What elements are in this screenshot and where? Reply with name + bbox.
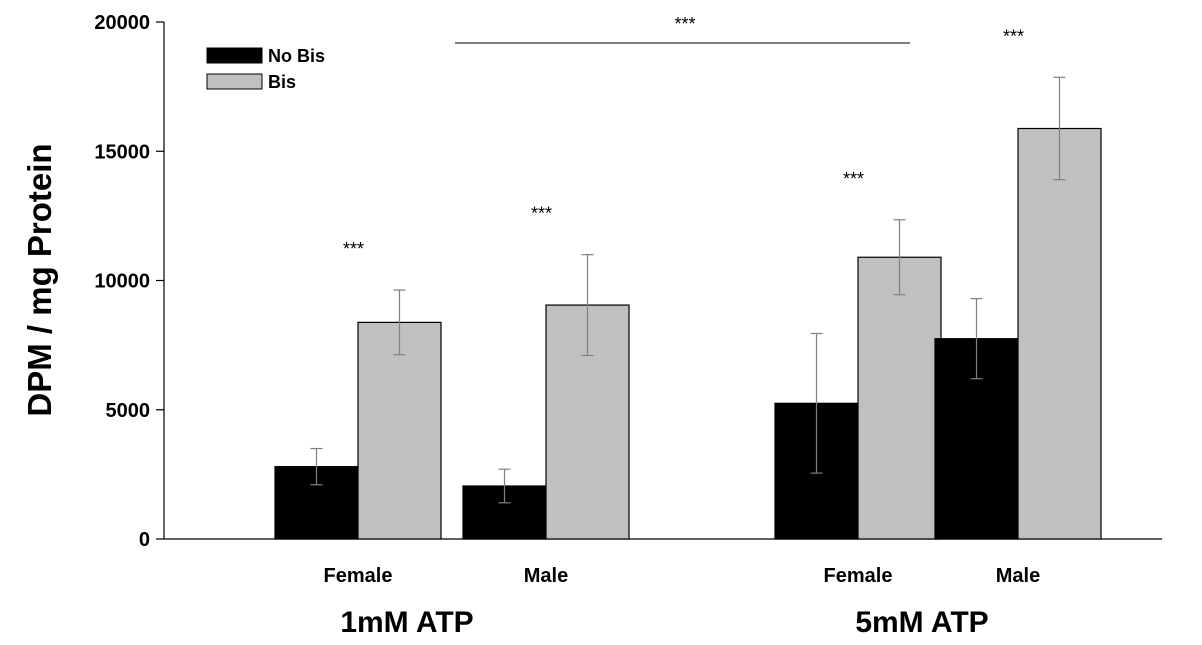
annotations: *** *** *** *** xyxy=(343,26,1024,259)
bar-annotation: *** xyxy=(843,169,864,189)
bar-annotation: *** xyxy=(531,204,552,224)
legend: No Bis Bis xyxy=(206,46,325,92)
significance-bracket: *** xyxy=(455,14,910,44)
y-tick-label: 10000 xyxy=(94,271,150,293)
bar-bis xyxy=(357,321,442,540)
y-tick-label: 5000 xyxy=(106,400,151,422)
legend-label: Bis xyxy=(268,72,296,92)
bracket-annotation: *** xyxy=(674,14,695,34)
category-labels: Female Male Female Male xyxy=(324,565,1041,587)
category-label: Male xyxy=(524,565,568,587)
y-tick-label: 15000 xyxy=(94,141,150,163)
group-label: 5mM ATP xyxy=(855,606,988,639)
category-label: Male xyxy=(996,565,1040,587)
bar-bis xyxy=(857,256,942,540)
category-label: Female xyxy=(824,565,893,587)
y-tick-label: 20000 xyxy=(94,12,150,34)
bar-bis xyxy=(1017,127,1102,540)
legend-swatch-no-bis xyxy=(206,47,263,64)
y-ticks: 0 5000 10000 15000 20000 xyxy=(94,12,164,551)
bar-annotation: *** xyxy=(1003,26,1024,46)
bar-annotation: *** xyxy=(343,239,364,259)
y-tick-label: 0 xyxy=(139,529,150,551)
category-label: Female xyxy=(324,565,393,587)
y-axis-label: DPM / mg Protein xyxy=(21,143,58,416)
group-labels: 1mM ATP 5mM ATP xyxy=(340,606,988,639)
error-bars xyxy=(310,76,1066,504)
legend-swatch-bis xyxy=(206,73,263,90)
legend-label: No Bis xyxy=(268,46,325,66)
bars xyxy=(274,127,1102,540)
group-label: 1mM ATP xyxy=(340,606,473,639)
